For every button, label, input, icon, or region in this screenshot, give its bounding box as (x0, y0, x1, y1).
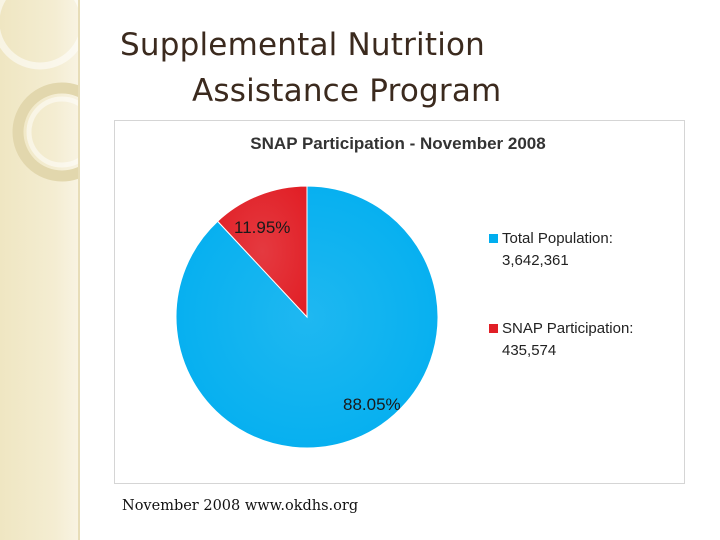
side-band-edge (78, 0, 80, 540)
source-note: November 2008 www.okdhs.org (122, 498, 359, 514)
slide-title-line-2: Assistance Program (192, 73, 502, 109)
slice-label-snap-participation: 11.95% (234, 218, 290, 237)
legend-swatch-total-population (489, 234, 498, 243)
slice-snap-participation (216, 185, 308, 319)
chart-title: SNAP Participation - November 2008 (250, 134, 545, 153)
slide-title: Supplemental Nutrition Assistance Progra… (120, 22, 640, 114)
decorative-circles (0, 0, 78, 182)
slide-title-line-1: Supplemental Nutrition (120, 27, 486, 63)
pie-chart: SNAP Participation - November 2008 88.05… (175, 134, 633, 449)
legend-value-snap-participation: 435,574 (502, 342, 556, 359)
legend-swatch-snap-participation (489, 324, 498, 333)
slice-label-total-population: 88.05% (343, 395, 401, 414)
legend-value-total-population: 3,642,361 (502, 252, 569, 269)
legend-label-snap-participation: SNAP Participation: (502, 320, 633, 337)
decorative-side-band (0, 0, 78, 540)
chart-frame: SNAP Participation - November 2008 88.05… (114, 120, 685, 484)
legend-label-total-population: Total Population: (502, 230, 613, 247)
